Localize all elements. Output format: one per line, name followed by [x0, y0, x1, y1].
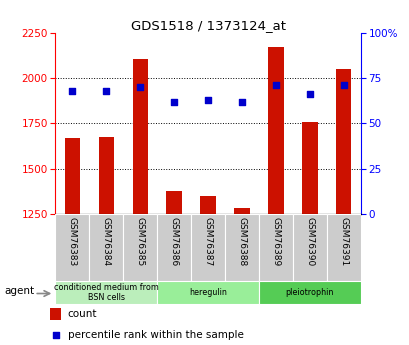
Bar	[225, 214, 258, 281]
Text: count: count	[67, 309, 97, 319]
Point	[137, 84, 143, 90]
Bar	[89, 214, 123, 281]
Text: GSM76384: GSM76384	[101, 217, 110, 266]
Bar	[99, 137, 114, 214]
Text: percentile rank within the sample: percentile rank within the sample	[67, 329, 243, 339]
Title: GDS1518 / 1373124_at: GDS1518 / 1373124_at	[130, 19, 285, 32]
Point	[306, 91, 312, 97]
Text: heregulin: heregulin	[189, 288, 227, 297]
Bar	[292, 214, 326, 281]
Bar	[258, 281, 360, 304]
Bar	[326, 214, 360, 281]
Bar	[267, 47, 283, 214]
Bar	[191, 214, 225, 281]
Bar	[335, 69, 351, 214]
Bar	[234, 208, 249, 214]
Text: GSM76387: GSM76387	[203, 217, 212, 267]
Bar	[55, 214, 89, 281]
Text: GSM76383: GSM76383	[67, 217, 76, 267]
Bar	[123, 214, 157, 281]
Text: agent: agent	[4, 286, 34, 296]
Text: GSM76389: GSM76389	[271, 217, 280, 267]
Bar	[132, 59, 148, 214]
Text: conditioned medium from
BSN cells: conditioned medium from BSN cells	[54, 283, 158, 302]
Bar	[301, 121, 317, 214]
Bar	[166, 191, 181, 214]
Text: GSM76385: GSM76385	[135, 217, 144, 267]
Bar	[157, 281, 258, 304]
Bar	[55, 281, 157, 304]
Point	[69, 88, 75, 93]
Text: pleiotrophin: pleiotrophin	[285, 288, 333, 297]
Point	[272, 82, 279, 88]
Bar	[65, 138, 80, 214]
Point	[103, 88, 109, 93]
Point	[52, 332, 59, 337]
Bar	[157, 214, 191, 281]
Point	[340, 82, 346, 88]
Text: GSM76391: GSM76391	[339, 217, 348, 267]
Text: GSM76388: GSM76388	[237, 217, 246, 267]
Text: GSM76386: GSM76386	[169, 217, 178, 267]
Bar	[200, 196, 215, 214]
Point	[171, 99, 177, 104]
Bar	[50, 308, 61, 320]
Bar	[258, 214, 292, 281]
Point	[204, 97, 211, 102]
Text: GSM76390: GSM76390	[305, 217, 314, 267]
Point	[238, 99, 245, 104]
